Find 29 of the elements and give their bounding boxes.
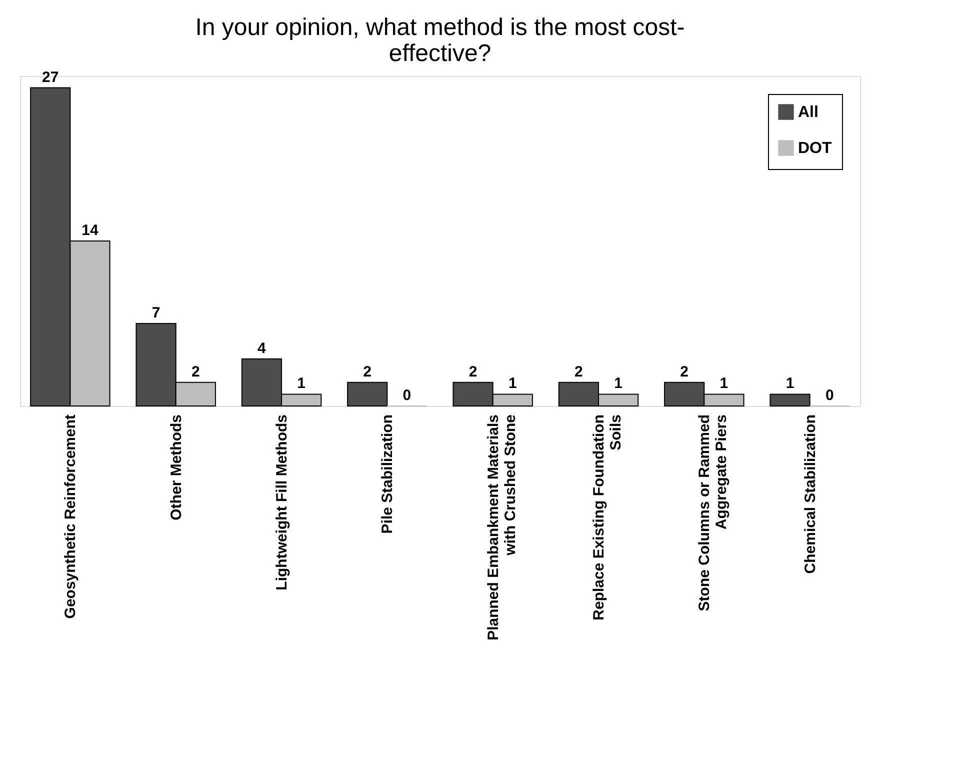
data-label: 2 — [468, 363, 478, 380]
data-label: 2 — [574, 363, 583, 380]
bar — [347, 382, 388, 406]
data-label: 1 — [720, 375, 728, 392]
data-label: 7 — [152, 304, 160, 322]
x-tick-label: Geosynthetic Reinforcement — [62, 414, 80, 619]
data-label: 0 — [825, 387, 834, 404]
data-label: 4 — [258, 340, 267, 357]
x-tick-label: Lightweight Fill Methods — [274, 414, 291, 590]
x-tick-label: Pile Stabilization — [379, 414, 396, 534]
data-label: 1 — [786, 375, 794, 392]
data-label: 1 — [614, 375, 622, 392]
data-label: 0 — [402, 387, 412, 404]
data-label: 2 — [191, 363, 200, 380]
legend-label: DOT — [798, 140, 832, 157]
chart-title: In your opinion, what method is the most cost-effective? — [195, 14, 685, 67]
bar — [770, 394, 810, 406]
data-label: 1 — [297, 375, 306, 392]
x-tick-label: Stone Columns or Rammed Aggregate Piers — [696, 414, 730, 612]
data-label: 2 — [363, 363, 372, 380]
x-tick-label: Other Methods — [168, 414, 185, 520]
data-label: 14 — [82, 222, 99, 239]
data-label: 2 — [680, 363, 689, 380]
data-label: 27 — [42, 68, 59, 86]
x-tick-label: Planned Embankment Materials with Crushed Stone — [484, 414, 519, 640]
data-label: 1 — [508, 375, 517, 392]
x-tick-label: Chemical Stabilization — [802, 414, 819, 574]
x-tick-label: Replace Existing Foundation Soils — [590, 414, 624, 620]
legend-label: All — [798, 104, 818, 121]
